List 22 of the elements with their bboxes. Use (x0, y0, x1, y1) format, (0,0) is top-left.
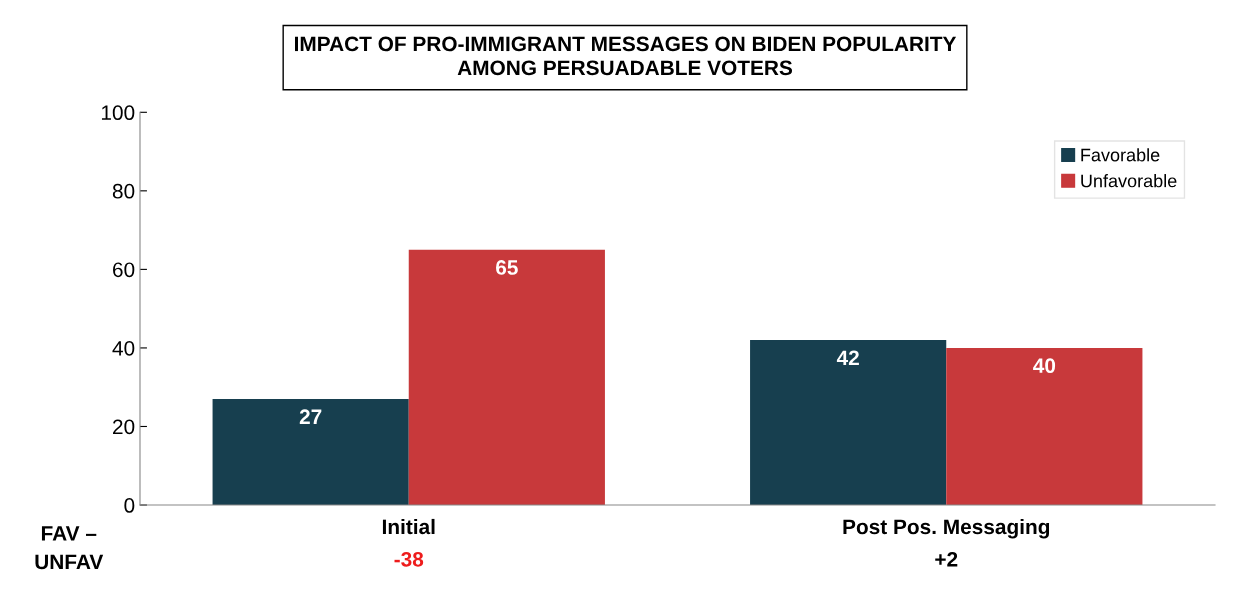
y-tick-label: 100 (101, 105, 135, 121)
y-tick-label: 20 (113, 419, 135, 435)
legend-label: Favorable (1081, 148, 1160, 162)
bar (946, 347, 1143, 506)
legend-label: Unfavorable (1081, 174, 1177, 188)
bar (750, 340, 947, 506)
text: FAV – UNFAV (35, 526, 104, 570)
text: +2 (935, 551, 958, 567)
y-tick-label: 40 (112, 340, 135, 356)
x-tick-label: Post Pos. Messaging (843, 518, 1050, 539)
y-tick-label: 60 (113, 262, 135, 278)
data-label: 42 (836, 350, 859, 365)
x-tick-label: Initial (382, 518, 435, 535)
data-label: 40 (1033, 358, 1056, 374)
bar (408, 249, 605, 506)
data-label: 27 (299, 409, 322, 424)
text: -38 (394, 551, 424, 567)
y-tick-label: 0 (124, 498, 135, 513)
data-label: 65 (496, 260, 518, 275)
bar (212, 398, 409, 506)
chart-title: IMPACT OF PRO-IMMIGRANT MESSAGES ON BIDEN POPULARITY AMONG PERSUADABLE VOTERS (294, 36, 957, 76)
y-tick-label: 80 (112, 183, 135, 199)
